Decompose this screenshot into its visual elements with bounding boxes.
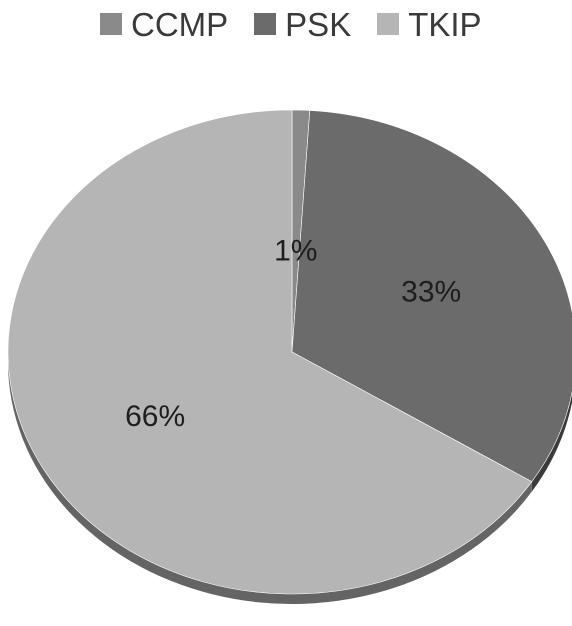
legend-swatch-ccmp [100, 13, 122, 35]
data-label-ccmp: 1% [274, 234, 317, 267]
pie-slice-psk [291, 110, 572, 483]
legend-label-psk: PSK [285, 5, 352, 43]
legend-item-ccmp: CCMP [100, 8, 228, 41]
legend-item-tkip: TKIP [377, 5, 482, 43]
data-label-psk: 33% [401, 276, 461, 309]
legend-label-tkip: TKIP [408, 5, 482, 43]
legend-swatch-psk [254, 13, 277, 35]
data-label-tkip: 66% [125, 400, 185, 433]
pie-depth-layer [8, 352, 572, 604]
legend-item-psk: PSK [254, 8, 351, 41]
pie-data-labels: 1% 33% 66% [125, 234, 461, 433]
legend: CCMP PSK TKIP [100, 4, 482, 44]
pie-slice-side-psk [531, 392, 572, 492]
legend-swatch-tkip [377, 13, 400, 35]
legend-label-ccmp: CCMP [131, 5, 229, 43]
pie-slice-tkip [7, 109, 533, 595]
pie-slices [7, 109, 572, 595]
